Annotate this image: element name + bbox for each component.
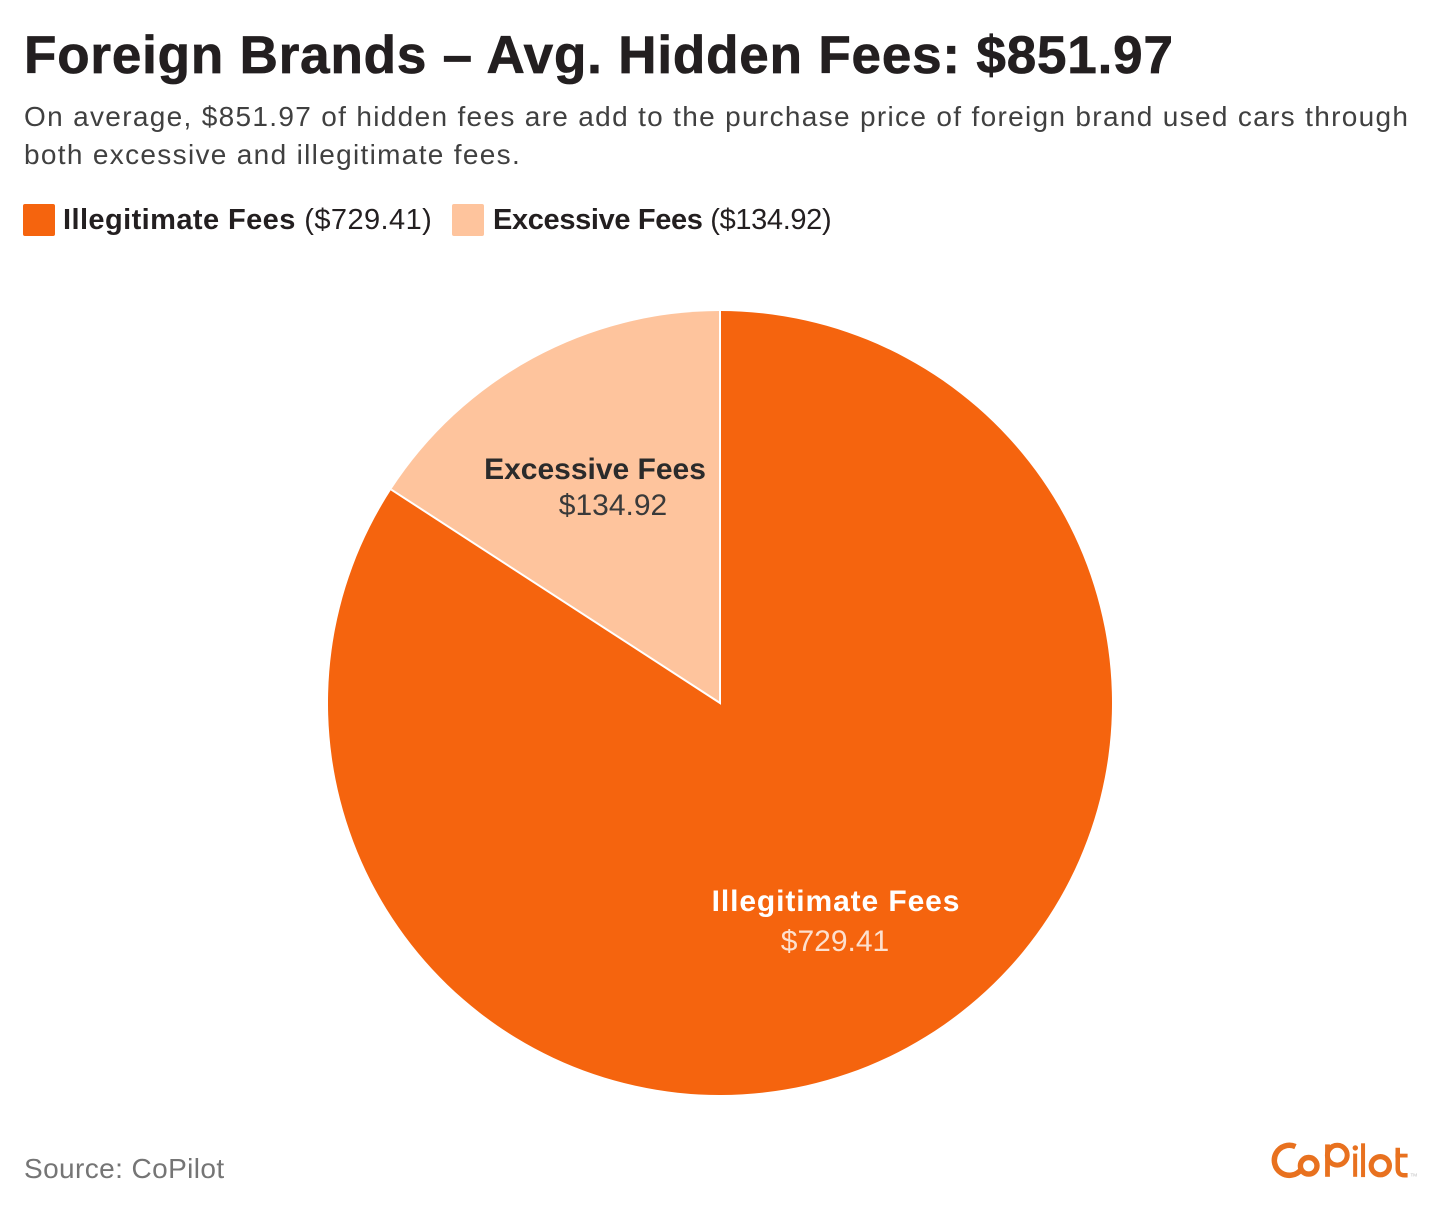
svg-text:TM: TM	[1411, 1173, 1418, 1178]
